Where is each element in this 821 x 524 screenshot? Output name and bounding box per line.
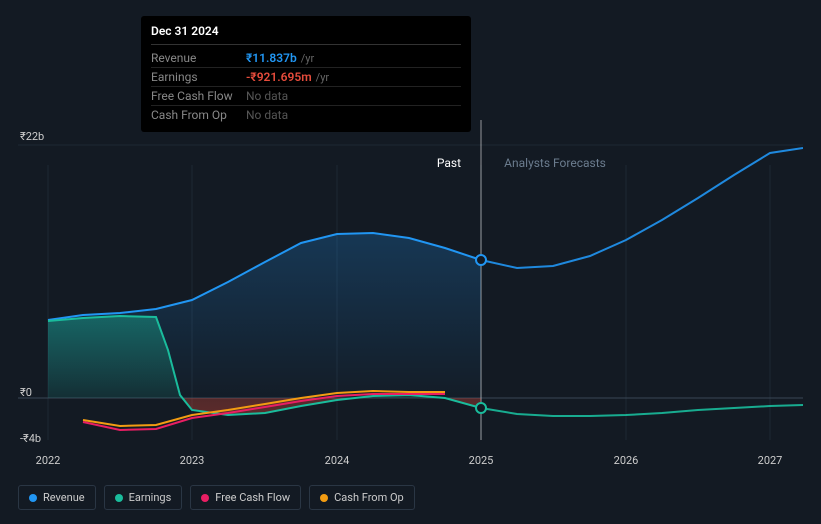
tooltip-row-label: Earnings (151, 70, 246, 84)
legend-label: Cash From Op (334, 491, 404, 504)
period-label-forecast: Analysts Forecasts (504, 156, 606, 170)
tooltip-row: Revenue₹11.837b/yr (151, 49, 461, 68)
x-axis-label: 2025 (469, 454, 494, 467)
chart-legend: Revenue Earnings Free Cash Flow Cash From O… (18, 485, 415, 510)
tooltip-row: Cash From OpNo data (151, 106, 461, 124)
y-axis-label: -₹4b (20, 432, 41, 445)
legend-label: Revenue (43, 491, 85, 504)
tooltip-row-label: Cash From Op (151, 108, 246, 122)
legend-label: Earnings (129, 491, 172, 504)
legend-item-cash_from_op[interactable]: Cash From Op (309, 485, 415, 510)
tooltip-nodata: No data (246, 108, 288, 122)
tooltip-value: ₹11.837b (246, 51, 297, 65)
legend-dot-icon (115, 494, 123, 502)
legend-dot-icon (29, 494, 37, 502)
tooltip-row: Free Cash FlowNo data (151, 87, 461, 106)
period-label-past: Past (437, 156, 461, 170)
tooltip-nodata: No data (246, 89, 288, 103)
y-axis-label: ₹22b (20, 130, 44, 143)
tooltip-suffix: /yr (316, 71, 329, 84)
legend-dot-icon (201, 494, 209, 502)
x-axis-label: 2022 (36, 454, 61, 467)
legend-item-earnings[interactable]: Earnings (104, 485, 183, 510)
legend-dot-icon (320, 494, 328, 502)
y-axis-label: ₹0 (20, 386, 32, 399)
tooltip-value: -₹921.695m (246, 70, 312, 84)
legend-item-free_cash_flow[interactable]: Free Cash Flow (190, 485, 301, 510)
growth-chart: ₹22b ₹0 -₹4b 2022 2023 2024 2025 2026 2027 Past… (18, 120, 803, 504)
x-axis-label: 2026 (614, 454, 639, 467)
tooltip-date: Dec 31 2024 (151, 24, 461, 45)
tooltip-row: Earnings-₹921.695m/yr (151, 68, 461, 87)
tooltip-row-label: Revenue (151, 51, 246, 65)
chart-svg (18, 120, 803, 470)
chart-tooltip: Dec 31 2024 Revenue₹11.837b/yrEarnings-₹… (141, 16, 471, 132)
legend-label: Free Cash Flow (215, 491, 290, 504)
legend-item-revenue[interactable]: Revenue (18, 485, 96, 510)
tooltip-suffix: /yr (301, 52, 314, 65)
x-axis-label: 2023 (180, 454, 205, 467)
x-axis-label: 2024 (325, 454, 350, 467)
tooltip-row-label: Free Cash Flow (151, 89, 246, 103)
x-axis-label: 2027 (758, 454, 783, 467)
